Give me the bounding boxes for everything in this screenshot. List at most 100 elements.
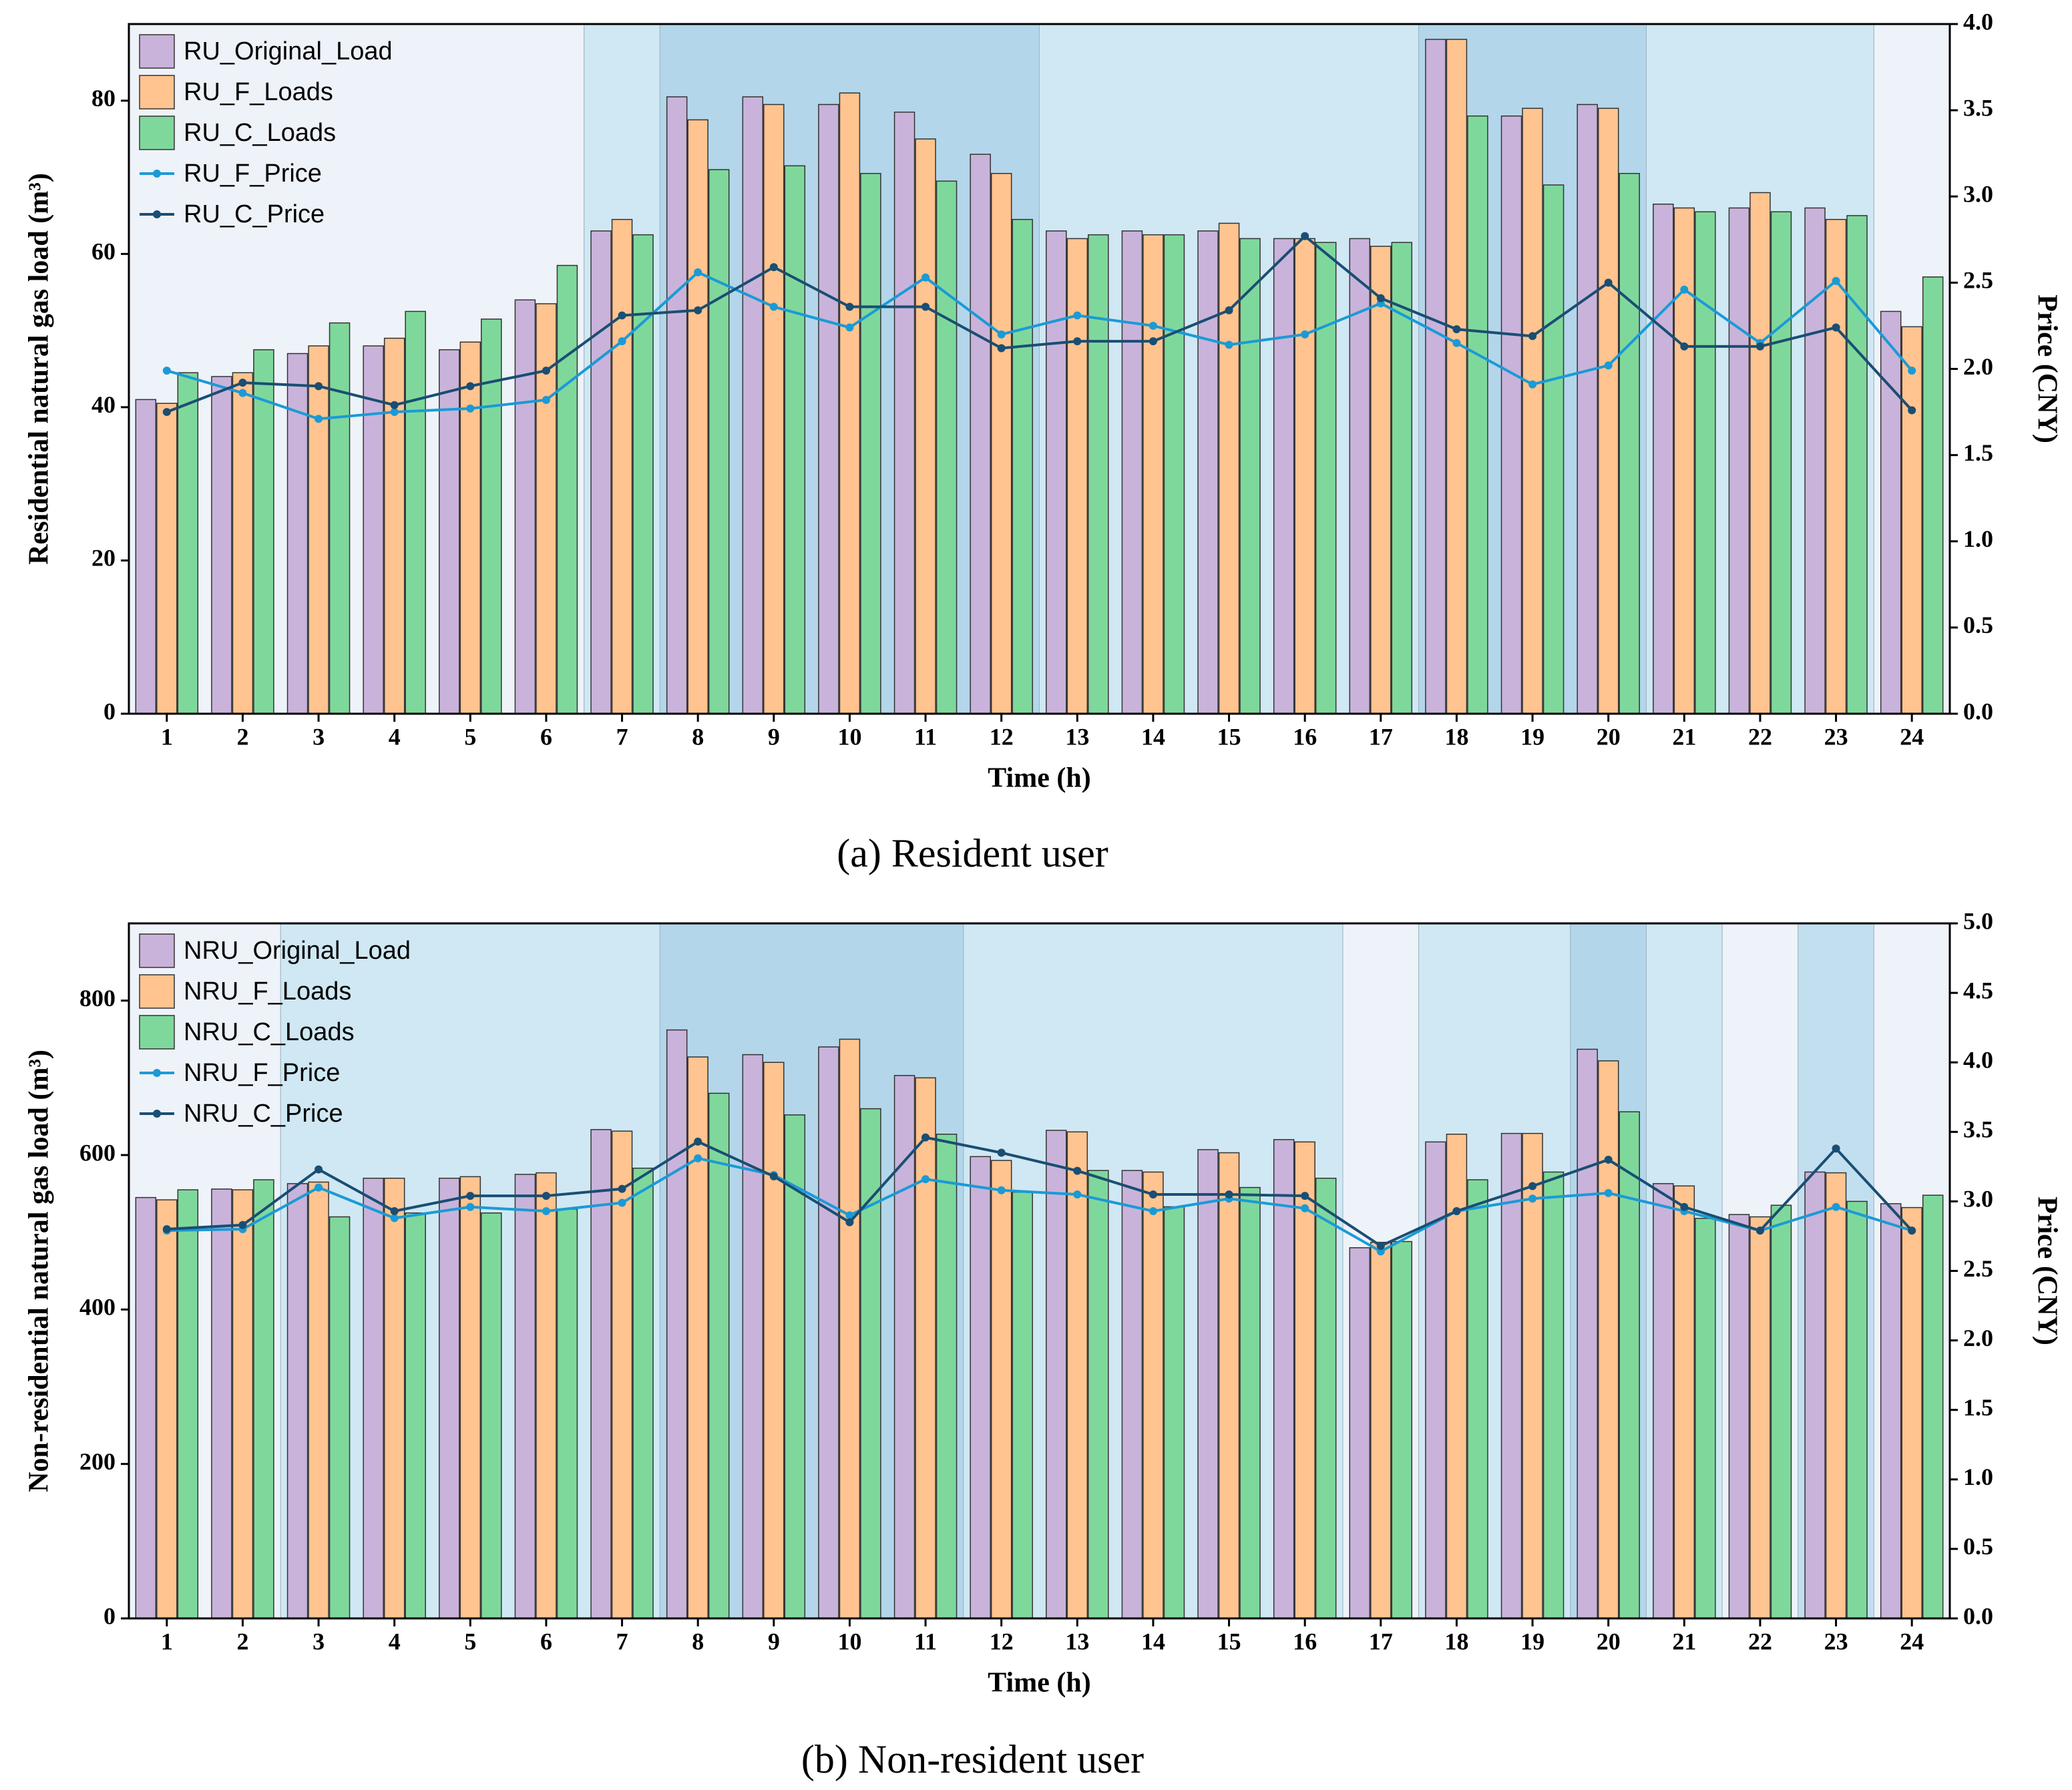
price-point <box>1225 306 1233 314</box>
price-point <box>1755 1226 1764 1235</box>
x-tick-label: 10 <box>837 1628 861 1654</box>
bar <box>1695 211 1716 714</box>
x-axis-label: Time (h) <box>988 763 1090 794</box>
bar <box>893 1075 915 1619</box>
price-point <box>618 337 626 346</box>
y2-tick-label: 2.0 <box>1963 353 1993 380</box>
price-point <box>1376 1242 1385 1251</box>
bar <box>556 264 578 714</box>
price-point <box>390 401 399 409</box>
bar <box>405 310 426 714</box>
x-tick-label: 14 <box>1141 723 1165 750</box>
bar <box>1880 310 1902 714</box>
bar <box>1315 1177 1337 1619</box>
bar <box>1542 1171 1565 1619</box>
price-point <box>542 1192 550 1200</box>
bar <box>666 96 688 714</box>
price-point <box>1604 1188 1613 1197</box>
x-tick-label: 24 <box>1900 723 1924 750</box>
y2-tick-label: 0.0 <box>1963 698 1993 724</box>
legend-marker <box>153 210 161 218</box>
price-point <box>315 1165 323 1174</box>
x-tick-label: 22 <box>1748 1628 1772 1654</box>
bar <box>818 103 839 714</box>
price-point <box>921 1133 930 1142</box>
price-point <box>997 1186 1006 1194</box>
bar <box>990 1160 1012 1619</box>
plot-frame <box>128 922 1951 1620</box>
bar <box>839 92 861 714</box>
y-axis-label: Residential natural gas load (m³) <box>24 173 55 565</box>
x-tick-label: 19 <box>1520 723 1544 750</box>
price-point <box>1832 1202 1840 1211</box>
legend-label: RU_C_Price <box>184 200 325 228</box>
bar <box>1577 103 1598 714</box>
bar <box>990 173 1012 714</box>
price-point <box>997 330 1006 339</box>
legend-label: NRU_C_Price <box>184 1100 343 1128</box>
y2-tick-label: 3.0 <box>1963 181 1993 208</box>
price-point <box>769 1172 778 1180</box>
x-tick-label: 13 <box>1065 723 1089 750</box>
x-tick-label: 2 <box>236 1628 248 1654</box>
x-tick-label: 12 <box>990 723 1014 750</box>
bar <box>818 1046 839 1619</box>
bar <box>1121 1170 1143 1619</box>
bar <box>860 173 881 714</box>
price-point <box>1755 342 1764 351</box>
x-tick-label: 15 <box>1217 1628 1241 1654</box>
y2-axis-label: Price (CNY) <box>2031 294 2062 443</box>
price-point <box>997 344 1006 353</box>
x-tick-label: 20 <box>1597 723 1621 750</box>
y-tick-label: 0 <box>103 1602 116 1629</box>
x-tick-label: 16 <box>1293 1628 1317 1654</box>
bar <box>1804 207 1826 714</box>
bar <box>915 1077 936 1619</box>
price-point <box>618 1184 626 1193</box>
price-point <box>1452 1206 1461 1215</box>
price-point <box>162 367 171 375</box>
bar <box>308 1181 329 1619</box>
y2-tick-label: 3.5 <box>1963 1116 1993 1143</box>
bar <box>1197 230 1219 714</box>
bar <box>1218 222 1240 714</box>
price-point <box>845 323 854 332</box>
bar <box>211 1188 232 1619</box>
y-tick-label: 0 <box>103 698 116 724</box>
bar <box>1163 1206 1185 1619</box>
x-tick-label: 6 <box>540 1628 552 1654</box>
bar <box>1846 215 1868 714</box>
y-tick-label: 800 <box>79 985 116 1012</box>
y2-tick-label: 4.0 <box>1963 1046 1993 1073</box>
y2-tick-label: 2.5 <box>1963 267 1993 294</box>
price-point <box>238 389 247 397</box>
legend-swatch <box>139 34 175 69</box>
bar <box>1349 1247 1371 1619</box>
bar <box>1673 1185 1695 1619</box>
bar <box>1046 1130 1067 1619</box>
bar <box>1770 1204 1792 1619</box>
bar <box>1046 230 1067 714</box>
price-point <box>238 379 247 387</box>
price-point <box>542 1206 550 1215</box>
x-tick-label: 12 <box>990 1628 1014 1654</box>
y2-tick-label: 4.0 <box>1963 8 1993 35</box>
price-point <box>1528 332 1537 341</box>
x-tick-label: 8 <box>692 723 704 750</box>
x-tick-label: 20 <box>1597 1628 1621 1654</box>
x-tick-label: 24 <box>1900 1628 1924 1654</box>
bar <box>1597 1060 1619 1619</box>
bar <box>1273 1139 1295 1619</box>
bar <box>632 1167 654 1619</box>
price-point <box>921 1175 930 1184</box>
bar <box>763 1062 785 1619</box>
y2-tick-label: 4.5 <box>1963 977 1993 1003</box>
legend-label: RU_C_Loads <box>184 119 336 147</box>
x-tick-label: 6 <box>540 723 552 750</box>
bar <box>253 1179 274 1619</box>
y2-tick-label: 2.0 <box>1963 1325 1993 1351</box>
price-point <box>1452 325 1461 334</box>
y-tick-label: 60 <box>91 238 116 265</box>
bar <box>1728 1214 1750 1619</box>
y2-tick-label: 5.0 <box>1963 907 1993 934</box>
